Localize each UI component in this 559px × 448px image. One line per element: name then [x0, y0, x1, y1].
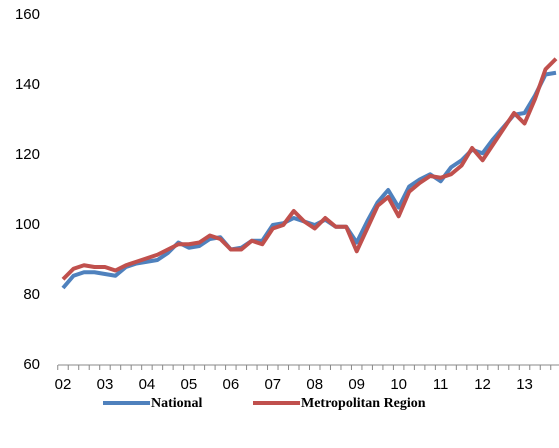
series-line	[61, 57, 558, 281]
x-tick-label: 13	[516, 376, 533, 393]
x-tick-label: 09	[348, 376, 365, 393]
y-tick-label: 100	[15, 216, 40, 233]
legend-label: Metropolitan Region	[301, 396, 426, 411]
x-tick-label: 05	[181, 376, 198, 393]
y-tick-label: 160	[15, 6, 40, 23]
x-tick-label: 06	[222, 376, 239, 393]
x-tick-label: 12	[474, 376, 491, 393]
x-tick-label: 11	[433, 376, 449, 393]
x-tick-label: 10	[390, 376, 407, 393]
legend-label: National	[151, 396, 202, 411]
x-tick-label: 08	[306, 376, 323, 393]
series-line	[61, 70, 557, 290]
x-tick-label: 07	[264, 376, 281, 393]
x-tick-label: 04	[139, 376, 156, 393]
y-tick-label: 140	[15, 76, 40, 93]
y-tick-label: 120	[15, 146, 40, 163]
y-tick-label: 80	[23, 286, 40, 303]
y-tick-label: 60	[23, 356, 40, 373]
x-tick-label: 03	[97, 376, 114, 393]
x-tick-label: 02	[55, 376, 72, 393]
